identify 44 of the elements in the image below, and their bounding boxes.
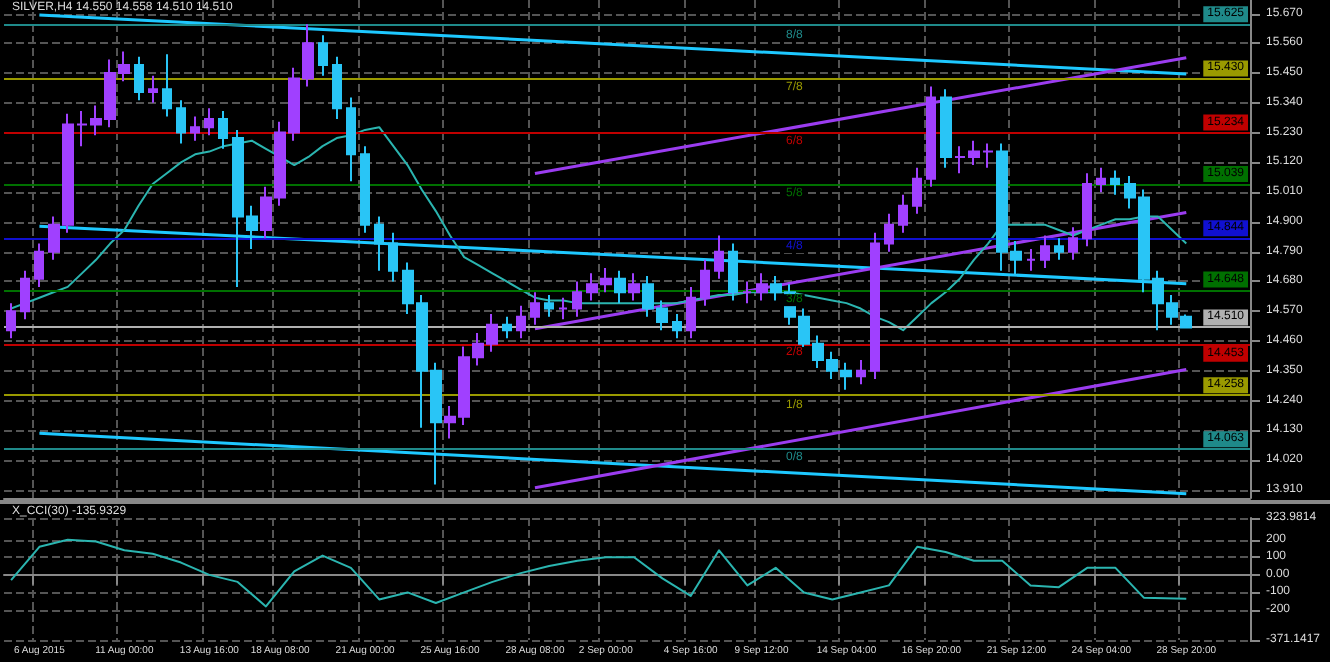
candlestick bbox=[148, 74, 158, 104]
candlestick bbox=[6, 302, 16, 340]
candlestick bbox=[940, 88, 952, 169]
candlestick bbox=[218, 109, 228, 150]
candlestick bbox=[516, 304, 526, 340]
candlestick bbox=[1082, 172, 1092, 248]
candlestick bbox=[628, 272, 640, 302]
candlestick bbox=[856, 358, 866, 386]
candlestick bbox=[530, 291, 540, 326]
candlestick bbox=[20, 269, 30, 321]
candlestick bbox=[714, 234, 724, 280]
candlestick bbox=[204, 107, 214, 137]
candlestick bbox=[756, 272, 768, 302]
candlestick bbox=[672, 312, 682, 340]
line-series bbox=[10, 538, 1188, 608]
candlestick bbox=[870, 231, 880, 380]
candlestick bbox=[176, 99, 186, 145]
candlestick bbox=[926, 85, 936, 188]
candlestick bbox=[558, 296, 568, 321]
candlestick bbox=[742, 280, 752, 305]
candlestick bbox=[318, 34, 328, 77]
candlestick bbox=[898, 193, 908, 234]
candlestick bbox=[1110, 169, 1120, 196]
candlestick bbox=[1096, 166, 1106, 194]
candlestick bbox=[686, 285, 696, 340]
candlestick bbox=[1026, 248, 1036, 272]
candlestick bbox=[1068, 226, 1078, 261]
candlestick bbox=[360, 145, 370, 234]
candlestick bbox=[614, 269, 626, 305]
candlestick bbox=[34, 242, 44, 288]
candlestick bbox=[1054, 237, 1064, 261]
candlestick bbox=[572, 280, 582, 318]
candlestick bbox=[502, 315, 512, 340]
candlestick bbox=[1040, 234, 1050, 269]
candlestick bbox=[134, 55, 144, 102]
candlestick bbox=[332, 55, 342, 121]
line-series bbox=[10, 126, 1188, 332]
candlestick bbox=[190, 115, 200, 142]
candlestick bbox=[544, 294, 554, 318]
candlestick bbox=[700, 258, 710, 307]
candlestick bbox=[912, 166, 922, 215]
candlestick bbox=[884, 212, 894, 253]
candlestick bbox=[162, 53, 172, 118]
candlestick bbox=[346, 96, 356, 183]
